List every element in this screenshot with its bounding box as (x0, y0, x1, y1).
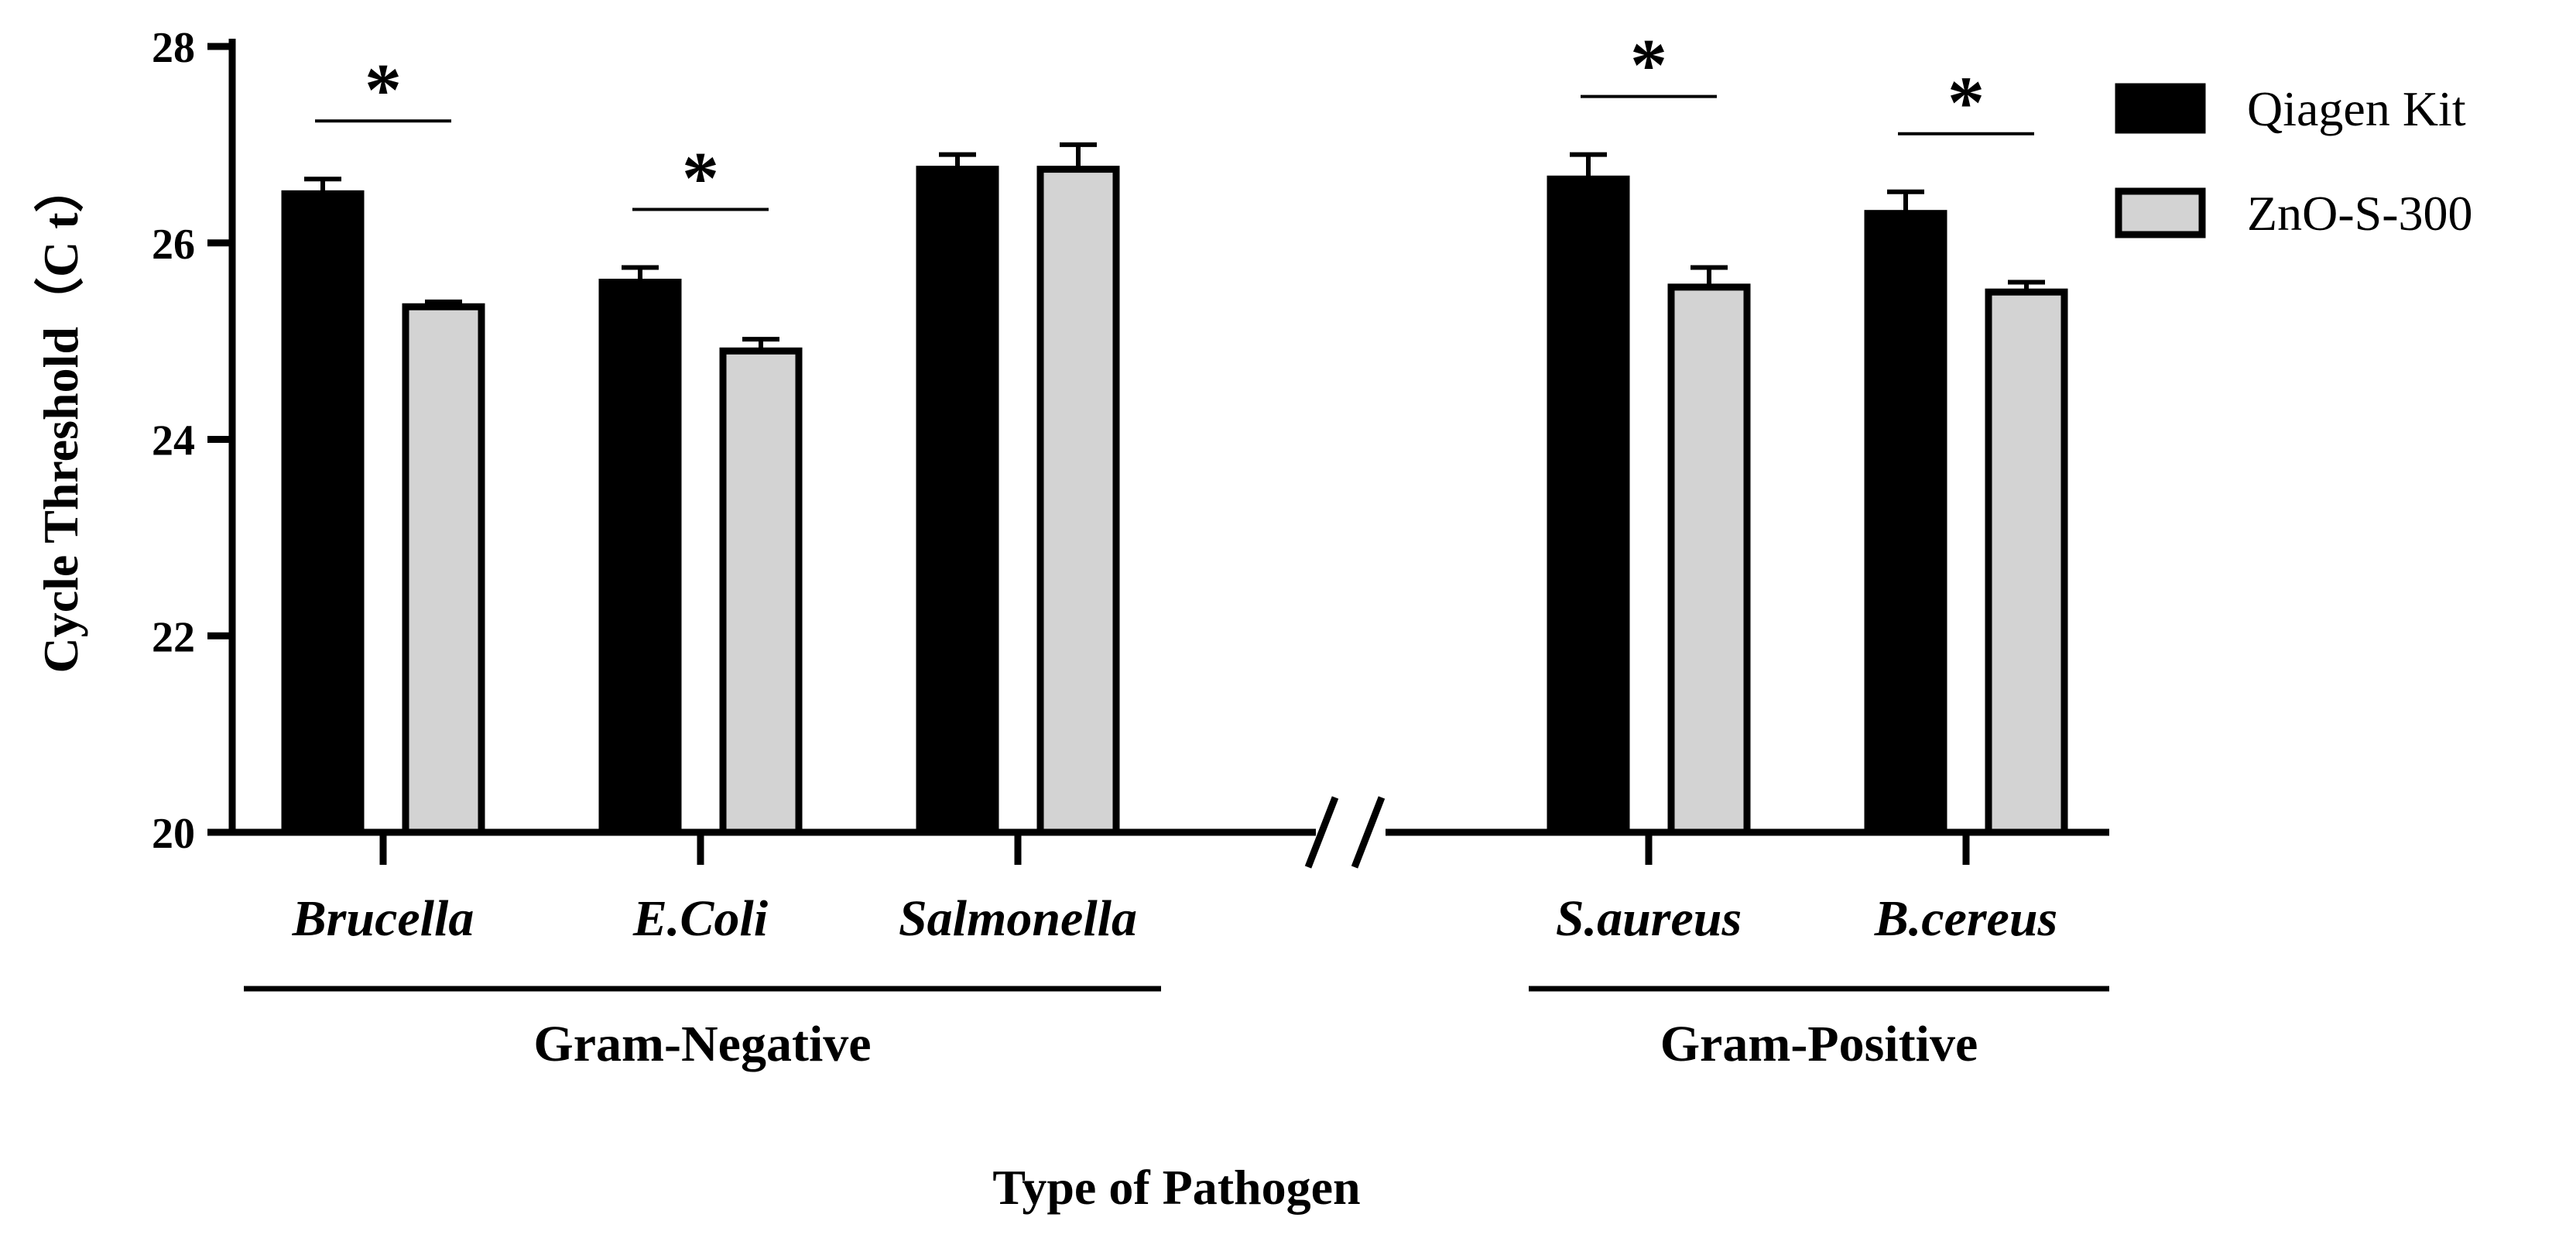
legend: Qiagen Kit ZnO-S-300 (2115, 81, 2473, 241)
axes (207, 39, 2109, 869)
legend-swatch-zno-s-300 (2115, 187, 2206, 238)
bar-qiagen-kit (916, 166, 999, 836)
y-axis-title: Cycle Threshold（C t） (33, 163, 88, 674)
bar-zno-s-300 (1667, 283, 1751, 836)
bar-zno-s-300 (1985, 288, 2068, 836)
bar-zno-s-300 (719, 347, 803, 836)
y-tick-label: 22 (152, 613, 195, 661)
y-tick-label: 20 (152, 810, 195, 858)
x-axis-title: Type of Pathogen (992, 1160, 1360, 1215)
legend-label: Qiagen Kit (2247, 81, 2466, 136)
category-label: Salmonella (899, 890, 1137, 947)
axis-break-mark (1304, 796, 1339, 869)
bars (281, 142, 2068, 836)
group-label: Gram-Positive (1660, 1016, 1978, 1072)
y-tick-label: 24 (152, 417, 195, 465)
legend-swatch-qiagen-kit (2115, 83, 2206, 134)
significance-star: * (1630, 24, 1667, 107)
y-tick-label: 26 (152, 221, 195, 269)
y-tick-label: 28 (152, 24, 195, 72)
category-label: B.cereus (1874, 890, 2057, 947)
group-label: Gram-Negative (533, 1016, 871, 1072)
category-label: E.Coli (632, 890, 769, 947)
bar-qiagen-kit (1547, 175, 1630, 836)
bar-zno-s-300 (402, 303, 485, 836)
bar-zno-s-300 (1036, 166, 1120, 836)
legend-label: ZnO-S-300 (2247, 186, 2473, 241)
significance-star: * (365, 48, 402, 131)
category-label: S.aureus (1556, 890, 1742, 947)
bar-qiagen-kit (281, 190, 365, 836)
labels: 20 22 24 26 28 * Brucella * E.Coli Salmonella * S.a… (33, 24, 2109, 1215)
bar-qiagen-kit (1864, 210, 1947, 836)
bar-qiagen-kit (598, 279, 682, 836)
significance-star: * (682, 136, 719, 219)
category-label: Brucella (292, 890, 474, 947)
significance-star: * (1947, 61, 1985, 144)
axis-break-mark (1351, 796, 1386, 869)
